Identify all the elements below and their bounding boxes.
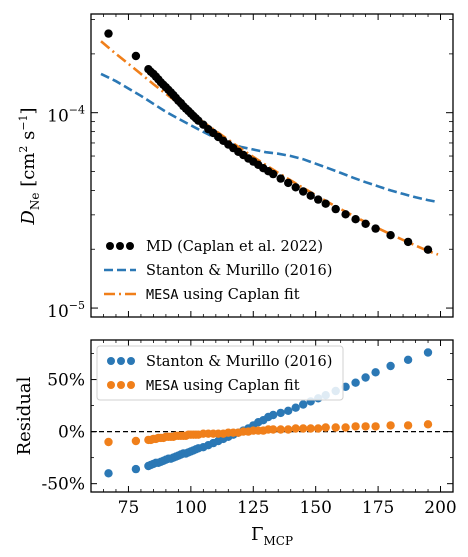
md-point <box>291 183 300 192</box>
mesa-residual-point <box>361 422 370 431</box>
mesa-residual-point <box>306 424 315 433</box>
mesa-residual-point <box>423 420 433 429</box>
bottom-ytick-label-50: 50% <box>47 371 85 391</box>
bottom-legend-stanton-marker <box>127 357 135 365</box>
md-point <box>371 224 380 233</box>
mesa-residual-point <box>351 422 360 431</box>
stanton-residual-point <box>299 400 308 409</box>
stanton-residual-point <box>371 368 380 377</box>
xtick-label-150: 150 <box>299 498 331 518</box>
md-point <box>276 174 285 183</box>
stanton-residual-point <box>269 410 278 420</box>
mesa-residual-point <box>386 421 395 430</box>
stanton-residual-point <box>386 361 395 371</box>
md-point <box>351 215 360 224</box>
bottom-legend: Stanton & Murillo (2016) MESA using Capl… <box>96 345 344 401</box>
stanton-murillo-line <box>100 72 439 204</box>
md-point <box>131 51 141 61</box>
top-legend-entry-md: MD (Caplan et al. 2022) <box>106 239 323 255</box>
top-panel: 10−4 10−5 DNe [cm2 s−1] MD (Caplan et al… <box>17 13 454 322</box>
xtick-label-75: 75 <box>118 498 140 518</box>
bottom-legend-entry-mesa: MESA using Caplan fit <box>107 378 300 394</box>
top-legend-md-label: MD (Caplan et al. 2022) <box>146 239 323 255</box>
md-point <box>341 210 350 219</box>
mesa-residual-point <box>291 424 300 433</box>
bottom-legend-mesa-label: MESA using Caplan fit <box>146 378 300 394</box>
stanton-residual-point <box>284 406 293 415</box>
mesa-residual-point <box>276 425 285 434</box>
md-point <box>306 191 315 200</box>
md-point <box>299 187 308 196</box>
top-ytick-label-1e-4: 10−4 <box>47 104 85 127</box>
mesa-residual-point <box>269 425 278 434</box>
stanton-residual-point <box>291 403 300 412</box>
top-legend-md-marker <box>116 242 124 250</box>
bottom-legend-box <box>96 345 344 401</box>
top-ylabel: DNe [cm2 s−1] <box>17 107 42 225</box>
mesa-residual-point <box>299 424 308 433</box>
mesa-residual-point <box>321 423 330 432</box>
md-point <box>321 199 330 208</box>
md-point <box>284 178 293 188</box>
xlabel: ΓMCP <box>251 524 293 548</box>
bottom-ytick-label-neg50: -50% <box>41 475 85 495</box>
bottom-ylabel: Residual <box>14 376 35 455</box>
xtick-label-100: 100 <box>175 498 207 518</box>
md-point <box>361 219 370 228</box>
md-point <box>269 169 278 179</box>
top-legend-mesa-label: MESA using Caplan fit <box>146 287 300 303</box>
mesa-residual-point <box>284 425 293 434</box>
bottom-legend-mesa-marker <box>107 381 115 389</box>
mesa-residual-point <box>314 424 323 433</box>
mesa-residual-point <box>341 423 350 432</box>
mesa-caplan-fit-line <box>100 40 439 256</box>
top-legend-entry-mesa: MESA using Caplan fit <box>104 287 300 303</box>
md-point <box>403 237 413 247</box>
bottom-panel-frame <box>90 339 454 493</box>
top-legend-md-marker <box>106 242 114 250</box>
bottom-legend-stanton-marker <box>107 357 115 365</box>
top-legend-md-marker <box>126 242 134 250</box>
top-legend-entry-stanton: Stanton & Murillo (2016) <box>104 263 332 279</box>
mesa-residual-point <box>131 436 141 446</box>
md-point <box>314 195 323 204</box>
bottom-legend-stanton-label: Stanton & Murillo (2016) <box>146 354 332 370</box>
stanton-residual-point <box>104 469 113 478</box>
md-point <box>423 245 433 254</box>
bottom-ytick-label-0: 0% <box>58 423 85 443</box>
bottom-legend-stanton-marker <box>117 357 125 365</box>
mesa-residual-point <box>403 421 413 430</box>
bottom-panel: 50% 0% -50% 75 100 125 150 175 200 Resid… <box>14 339 457 548</box>
mesa-residual-point <box>331 423 340 432</box>
top-legend-stanton-label: Stanton & Murillo (2016) <box>146 263 332 279</box>
xtick-label-200: 200 <box>424 498 456 518</box>
top-ytick-label-1e-5: 10−5 <box>47 299 85 322</box>
md-point <box>386 231 395 240</box>
top-panel-frame <box>90 13 454 318</box>
stanton-residual-point <box>403 355 413 364</box>
top-legend: MD (Caplan et al. 2022) Stanton & Murill… <box>104 239 332 303</box>
stanton-residual-point <box>351 378 360 387</box>
md-point <box>331 204 340 214</box>
bottom-legend-mesa-marker <box>117 381 125 389</box>
bottom-legend-mesa-marker <box>127 381 135 389</box>
mesa-residual-point <box>371 422 380 431</box>
xtick-label-125: 125 <box>237 498 269 518</box>
stanton-residual-point <box>361 373 370 382</box>
bottom-legend-entry-stanton: Stanton & Murillo (2016) <box>107 354 332 370</box>
mesa-residual-point <box>104 437 113 447</box>
md-point <box>104 29 113 38</box>
stanton-residual-point <box>131 464 141 474</box>
stanton-residual-point <box>276 408 285 418</box>
stanton-residual-point <box>423 348 433 357</box>
xtick-label-175: 175 <box>362 498 394 518</box>
